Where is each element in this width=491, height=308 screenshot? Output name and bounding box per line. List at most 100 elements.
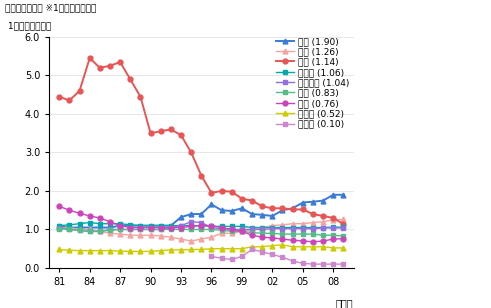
米国 (0.76): [310, 240, 316, 244]
日本 (1.14): [158, 129, 164, 133]
日本 (1.14): [229, 190, 235, 193]
米国 (0.76): [56, 205, 62, 208]
フランス (1.04): [198, 221, 204, 224]
カナダ (0.52): [168, 248, 174, 252]
ドイツ (1.06): [239, 225, 245, 228]
Legend: 韓国 (1.90), 中国 (1.26), 日本 (1.14), ドイツ (1.06), フランス (1.04), 英国 (0.83), 米国 (0.76), : 韓国 (1.90), 中国 (1.26), 日本 (1.14), ドイツ (1.…: [276, 37, 349, 129]
ドイツ (1.06): [270, 226, 275, 229]
中国 (1.26): [107, 232, 113, 235]
カナダ (0.52): [107, 249, 113, 253]
カナダ (0.52): [340, 246, 346, 250]
韓国 (1.90): [127, 224, 133, 227]
韓国 (1.90): [239, 206, 245, 210]
英国 (0.83): [229, 229, 235, 233]
韓国 (1.90): [97, 226, 103, 229]
日本 (1.14): [127, 77, 133, 81]
米国 (0.76): [198, 224, 204, 227]
ドイツ (1.06): [117, 222, 123, 225]
中国 (1.26): [229, 232, 235, 235]
英国 (0.83): [117, 228, 123, 231]
韓国 (1.90): [249, 212, 255, 216]
英国 (0.83): [77, 229, 82, 232]
日本 (1.14): [330, 216, 336, 220]
中国 (1.26): [87, 228, 93, 231]
ロシア (0.10): [229, 257, 235, 261]
日本 (1.14): [259, 205, 265, 208]
Line: 韓国 (1.90): 韓国 (1.90): [57, 192, 346, 230]
カナダ (0.52): [209, 247, 215, 251]
フランス (1.04): [66, 228, 72, 231]
英国 (0.83): [56, 227, 62, 230]
日本 (1.14): [56, 95, 62, 99]
中国 (1.26): [209, 235, 215, 239]
中国 (1.26): [340, 217, 346, 221]
ドイツ (1.06): [290, 226, 296, 229]
米国 (0.76): [87, 214, 93, 218]
英国 (0.83): [137, 228, 143, 231]
韓国 (1.90): [330, 193, 336, 197]
韓国 (1.90): [148, 224, 154, 227]
ドイツ (1.06): [168, 224, 174, 227]
英国 (0.83): [279, 232, 285, 236]
中国 (1.26): [188, 239, 194, 243]
ドイツ (1.06): [56, 224, 62, 227]
ドイツ (1.06): [97, 222, 103, 225]
米国 (0.76): [239, 229, 245, 233]
カナダ (0.52): [310, 245, 316, 249]
英国 (0.83): [300, 232, 306, 236]
カナダ (0.52): [239, 247, 245, 251]
中国 (1.26): [77, 228, 82, 231]
フランス (1.04): [178, 224, 184, 227]
Text: 1未満で輸入超過: 1未満で輸入超過: [5, 22, 51, 30]
日本 (1.14): [66, 99, 72, 102]
日本 (1.14): [340, 222, 346, 226]
米国 (0.76): [148, 226, 154, 229]
日本 (1.14): [249, 199, 255, 202]
フランス (1.04): [168, 226, 174, 229]
中国 (1.26): [239, 229, 245, 233]
カナダ (0.52): [279, 243, 285, 247]
ドイツ (1.06): [229, 225, 235, 228]
ロシア (0.10): [340, 262, 346, 266]
カナダ (0.52): [320, 245, 326, 249]
Line: 日本 (1.14): 日本 (1.14): [57, 56, 346, 226]
英国 (0.83): [198, 228, 204, 231]
中国 (1.26): [259, 226, 265, 229]
中国 (1.26): [178, 237, 184, 241]
米国 (0.76): [300, 239, 306, 243]
ロシア (0.10): [249, 248, 255, 251]
米国 (0.76): [117, 224, 123, 227]
中国 (1.26): [198, 237, 204, 241]
英国 (0.83): [270, 232, 275, 235]
英国 (0.83): [87, 229, 93, 233]
フランス (1.04): [137, 228, 143, 231]
カナダ (0.52): [117, 249, 123, 253]
韓国 (1.90): [66, 226, 72, 229]
韓国 (1.90): [168, 224, 174, 227]
日本 (1.14): [279, 206, 285, 210]
カナダ (0.52): [178, 248, 184, 252]
フランス (1.04): [218, 227, 224, 230]
カナダ (0.52): [127, 249, 133, 253]
Line: カナダ (0.52): カナダ (0.52): [57, 242, 346, 254]
英国 (0.83): [340, 234, 346, 238]
フランス (1.04): [249, 228, 255, 231]
フランス (1.04): [279, 227, 285, 230]
中国 (1.26): [249, 228, 255, 231]
カナダ (0.52): [87, 249, 93, 253]
Line: 米国 (0.76): 米国 (0.76): [57, 204, 346, 244]
ドイツ (1.06): [198, 224, 204, 227]
カナダ (0.52): [270, 244, 275, 248]
米国 (0.76): [279, 237, 285, 241]
韓国 (1.90): [87, 226, 93, 229]
米国 (0.76): [290, 238, 296, 242]
韓国 (1.90): [310, 200, 316, 204]
フランス (1.04): [188, 220, 194, 224]
中国 (1.26): [137, 233, 143, 237]
日本 (1.14): [300, 208, 306, 211]
カナダ (0.52): [300, 245, 306, 249]
ドイツ (1.06): [107, 222, 113, 225]
フランス (1.04): [300, 227, 306, 230]
ドイツ (1.06): [340, 225, 346, 229]
フランス (1.04): [77, 229, 82, 232]
